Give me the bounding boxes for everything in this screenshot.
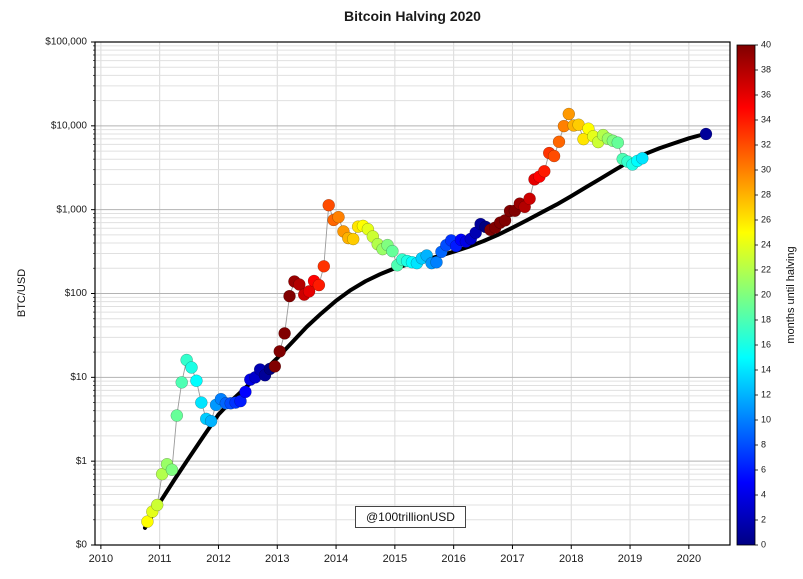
colorbar-tick-label: 30	[761, 164, 771, 174]
y-tick-label: $10	[70, 372, 87, 383]
x-tick-label: 2012	[206, 553, 230, 565]
data-point	[699, 127, 713, 141]
y-tick-label: $1	[76, 456, 88, 467]
colorbar-tick-label: 4	[761, 489, 766, 499]
colorbar-tick-label: 18	[761, 314, 771, 324]
colorbar-tick-label: 14	[761, 364, 771, 374]
colorbar-tick-label: 8	[761, 439, 766, 449]
data-point	[636, 152, 649, 165]
data-point	[293, 278, 306, 291]
colorbar-tick-label: 38	[761, 64, 771, 74]
data-point	[190, 374, 203, 388]
x-tick-label: 2010	[89, 553, 113, 565]
colorbar-tick-label: 0	[761, 539, 766, 549]
data-point	[430, 255, 443, 269]
colorbar-tick-label: 6	[761, 464, 766, 474]
colorbar-label: months until halving	[785, 246, 797, 344]
chart-title: Bitcoin Halving 2020	[344, 8, 481, 24]
data-point	[278, 327, 291, 340]
data-point	[204, 414, 218, 428]
data-point	[523, 192, 536, 205]
data-point	[302, 285, 316, 298]
colorbar-tick-label: 28	[761, 189, 771, 199]
x-tick-label: 2013	[265, 553, 289, 565]
colorbar-tick-label: 36	[761, 89, 771, 99]
colorbar-tick-label: 10	[761, 414, 771, 424]
y-tick-label: $100,000	[45, 37, 87, 48]
data-point	[312, 278, 326, 292]
data-point	[268, 360, 282, 373]
x-tick-label: 2011	[148, 553, 172, 565]
colorbar-tick-label: 34	[761, 114, 771, 124]
data-point	[552, 135, 566, 149]
x-tick-label: 2016	[441, 553, 465, 565]
y-axis-label: BTC/USD	[16, 268, 28, 318]
colorbar-tick-label: 40	[761, 39, 771, 49]
data-point	[562, 107, 576, 121]
x-tick-label: 2014	[324, 553, 348, 565]
data-point	[538, 164, 551, 178]
data-point	[547, 149, 561, 163]
y-tick-label: $0	[76, 540, 88, 551]
data-point	[332, 210, 345, 224]
colorbar-tick-label: 24	[761, 239, 771, 249]
y-tick-label: $1,000	[56, 204, 87, 215]
data-point	[283, 289, 296, 303]
x-tick-label: 2020	[677, 553, 701, 565]
data-point	[185, 361, 198, 374]
x-tick-label: 2019	[618, 553, 642, 565]
x-tick-label: 2018	[559, 553, 583, 565]
data-point	[195, 396, 208, 409]
data-point	[170, 409, 184, 422]
data-point	[322, 198, 335, 212]
y-tick-label: $10,000	[51, 120, 88, 131]
colorbar	[736, 44, 756, 546]
x-tick-label: 2017	[500, 553, 524, 565]
data-point	[386, 244, 399, 258]
colorbar-tick-label: 22	[761, 264, 771, 274]
data-point	[346, 232, 360, 246]
colorbar-tick-label: 2	[761, 514, 766, 524]
watermark-annotation: @100trillionUSD	[355, 506, 466, 528]
data-point	[175, 376, 188, 389]
data-point	[150, 498, 164, 512]
data-point	[611, 136, 625, 149]
data-point	[141, 515, 154, 528]
y-tick-label: $100	[65, 288, 88, 299]
data-point	[273, 345, 286, 358]
colorbar-tick-label: 20	[761, 289, 771, 299]
data-point	[239, 385, 252, 399]
colorbar-tick-label: 12	[761, 389, 771, 399]
colorbar-tick-label: 16	[761, 339, 771, 349]
x-tick-label: 2015	[383, 553, 407, 565]
colorbar-tick-label: 26	[761, 214, 771, 224]
data-point	[165, 463, 179, 476]
colorbar-tick-label: 32	[761, 139, 771, 149]
data-point	[317, 260, 331, 273]
